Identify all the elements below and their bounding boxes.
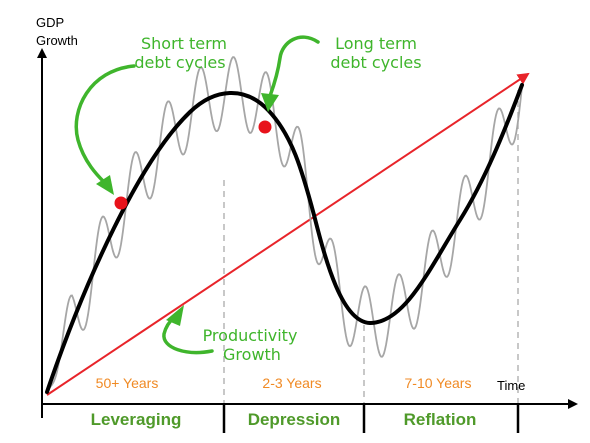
productivity-arrow-icon: [162, 305, 214, 355]
reflation-phase-label: Reflation: [404, 410, 477, 429]
reflation-duration: 7-10 Years: [405, 375, 472, 391]
depression-phase-label: Depression: [248, 410, 341, 429]
depression-duration: 2-3 Years: [262, 375, 321, 391]
y-axis-label-line1: GDP: [36, 15, 64, 30]
short-term-annotation-line2: debt cycles: [134, 53, 225, 72]
long-term-arrow-icon: [261, 35, 320, 112]
productivity-trend-line: [46, 72, 530, 396]
y-axis-label-line2: Growth: [36, 33, 78, 48]
long-term-cycle-curve: [45, 83, 524, 394]
x-axis-label: Time: [497, 378, 525, 393]
productivity-annotation-line1: Productivity: [203, 326, 298, 345]
long-term-annotation-line1: Long term: [335, 34, 417, 53]
short-term-cycle-marker: [114, 196, 128, 210]
short-term-annotation-line1: Short term: [141, 34, 227, 53]
long-term-cycle-marker: [258, 120, 272, 134]
short-term-arrow-icon: [74, 64, 136, 195]
leveraging-phase-label: Leveraging: [91, 410, 182, 429]
leveraging-duration: 50+ Years: [96, 375, 159, 391]
long-term-annotation-line2: debt cycles: [330, 53, 421, 72]
productivity-annotation-line2: Growth: [223, 345, 281, 364]
